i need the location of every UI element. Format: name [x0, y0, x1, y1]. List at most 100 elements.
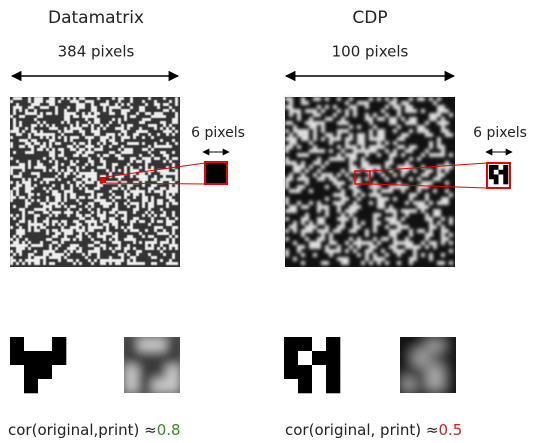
pattern-cell — [10, 337, 24, 351]
pattern-cell — [489, 179, 494, 184]
pattern-cell — [166, 365, 180, 379]
pattern-cell — [489, 165, 494, 170]
pattern-cell — [499, 165, 504, 170]
zoom-source — [100, 177, 106, 183]
pattern-cell — [52, 379, 66, 393]
pattern-cell — [138, 365, 152, 379]
pattern-cell — [284, 337, 298, 351]
pattern-cell — [400, 337, 414, 351]
column-title: CDP — [352, 8, 387, 28]
pattern-cell — [442, 379, 456, 393]
pattern-cell — [24, 379, 38, 393]
pattern-cell — [312, 365, 326, 379]
zoom-box — [205, 162, 227, 184]
pattern-cell — [166, 379, 180, 393]
original-pattern — [10, 337, 66, 393]
correlation: cor(original, print) ≈0.5 — [285, 421, 462, 439]
column-title: Datamatrix — [48, 8, 144, 28]
pattern-cell — [499, 170, 504, 175]
pattern-cell — [499, 175, 504, 180]
correlation-value: 0.8 — [157, 421, 181, 439]
pattern-cell — [400, 365, 414, 379]
pattern-cell — [298, 365, 312, 379]
pattern-cell — [494, 179, 499, 184]
pattern-cell — [442, 337, 456, 351]
pattern-cell — [503, 170, 508, 175]
pattern-cell — [10, 351, 24, 365]
pattern-cell — [52, 365, 66, 379]
pattern-cell — [400, 351, 414, 365]
pattern-cell — [38, 365, 52, 379]
correlation-label: cor(original,print) ≈ — [8, 421, 157, 439]
pattern-cell — [38, 337, 52, 351]
pattern-cell — [298, 337, 312, 351]
pattern-cell — [10, 379, 24, 393]
pattern-cell — [503, 165, 508, 170]
pattern-cell — [499, 179, 504, 184]
pattern-cell — [138, 379, 152, 393]
pattern-cell — [166, 337, 180, 351]
pattern-cell — [312, 379, 326, 393]
pattern-cell — [489, 175, 494, 180]
pattern-cell — [414, 365, 428, 379]
correlation-label: cor(original, print) ≈ — [285, 421, 438, 439]
pattern-cell — [124, 351, 138, 365]
pattern-cell — [284, 351, 298, 365]
pattern-cell — [298, 351, 312, 365]
pattern-cell — [414, 337, 428, 351]
printed-pattern — [124, 337, 180, 393]
pattern-cell — [494, 170, 499, 175]
correlation: cor(original,print) ≈0.8 — [8, 421, 181, 439]
pattern-cell — [312, 337, 326, 351]
pattern-cell — [124, 337, 138, 351]
pattern-cell — [52, 337, 66, 351]
pattern-cell — [442, 351, 456, 365]
pattern-cell — [166, 351, 180, 365]
pattern-cell — [428, 337, 442, 351]
figure: Datamatrix 384 pixels 6 pixels cor(origi… — [0, 0, 535, 443]
pattern-cell — [442, 365, 456, 379]
pattern-cell — [494, 175, 499, 180]
original-pattern — [284, 337, 340, 393]
pattern-cell — [152, 379, 166, 393]
pattern-cell — [138, 337, 152, 351]
pattern-cell — [124, 379, 138, 393]
zoom-pattern — [489, 165, 508, 184]
zoom-label: 6 pixels — [191, 125, 245, 141]
correlation-value: 0.5 — [438, 421, 462, 439]
pattern-cell — [326, 379, 340, 393]
pattern-cell — [414, 379, 428, 393]
pattern-cell — [38, 379, 52, 393]
pattern-cell — [10, 365, 24, 379]
pattern-cell — [489, 170, 494, 175]
width-label: 100 pixels — [332, 43, 409, 61]
pattern-cell — [24, 351, 38, 365]
pattern-cell — [24, 337, 38, 351]
pattern-cell — [152, 365, 166, 379]
pattern-cell — [414, 351, 428, 365]
zoom-label: 6 pixels — [473, 125, 527, 141]
pattern-cell — [428, 351, 442, 365]
pattern-cell — [428, 379, 442, 393]
pattern-cell — [124, 365, 138, 379]
pattern-cell — [503, 179, 508, 184]
pattern-cell — [284, 365, 298, 379]
pattern-cell — [152, 351, 166, 365]
pattern-cell — [138, 351, 152, 365]
pattern-cell — [312, 351, 326, 365]
pattern-cell — [326, 365, 340, 379]
pattern-cell — [52, 351, 66, 365]
pattern-cell — [428, 365, 442, 379]
pattern-cell — [326, 351, 340, 365]
pattern-cell — [326, 337, 340, 351]
pattern-cell — [284, 379, 298, 393]
pattern-cell — [503, 175, 508, 180]
pattern-cell — [38, 351, 52, 365]
width-label: 384 pixels — [58, 43, 135, 61]
pattern-cell — [494, 165, 499, 170]
printed-pattern — [400, 337, 456, 393]
pattern-cell — [152, 337, 166, 351]
pattern-cell — [400, 379, 414, 393]
pattern-cell — [24, 365, 38, 379]
pattern-cell — [298, 379, 312, 393]
